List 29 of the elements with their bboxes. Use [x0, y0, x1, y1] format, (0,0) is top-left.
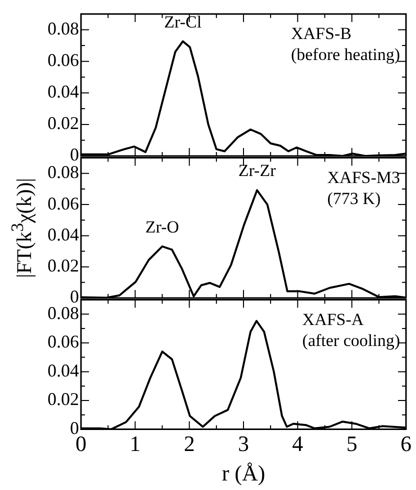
y-tick-label: 0.02	[48, 389, 79, 410]
x-tick-label: 1	[130, 431, 141, 456]
annotation: XAFS-A	[302, 310, 364, 329]
y-tick-label: 0.06	[48, 193, 79, 214]
y-tick-label: 0	[70, 418, 79, 438]
x-tick-label: 4	[292, 431, 304, 456]
x-tick-label: 5	[346, 431, 358, 456]
y-tick-label: 0.06	[48, 50, 79, 70]
annotation: (before heating)	[290, 44, 400, 64]
x-axis-title: r (Å)	[222, 460, 266, 486]
y-tick-label: 0.08	[48, 162, 79, 182]
annotation: XAFS-B	[290, 24, 352, 43]
annotation: (after cooling)	[302, 330, 400, 350]
x-tick-label: 6	[400, 431, 412, 456]
y-tick-label: 0.02	[48, 113, 79, 134]
annotation: Zr-Zr	[238, 161, 276, 180]
annotation: (773 K)	[327, 188, 381, 208]
y-tick-label: 0.04	[48, 224, 79, 244]
y-tick-label: 0.04	[48, 360, 79, 380]
y-tick-label: 0.02	[48, 256, 79, 276]
annotation: XAFS-M3	[327, 168, 400, 187]
x-tick-label: 3	[238, 431, 249, 456]
x-tick-label: 2	[184, 431, 195, 456]
annotation: Zr-O	[145, 217, 180, 236]
y-tick-label: 0.06	[48, 332, 79, 352]
y-tick-label: 0	[70, 144, 79, 165]
y-tick-label: 0.08	[48, 18, 79, 39]
y-tick-label: 0.04	[48, 82, 79, 102]
annotation: Zr-Cl	[164, 12, 202, 32]
